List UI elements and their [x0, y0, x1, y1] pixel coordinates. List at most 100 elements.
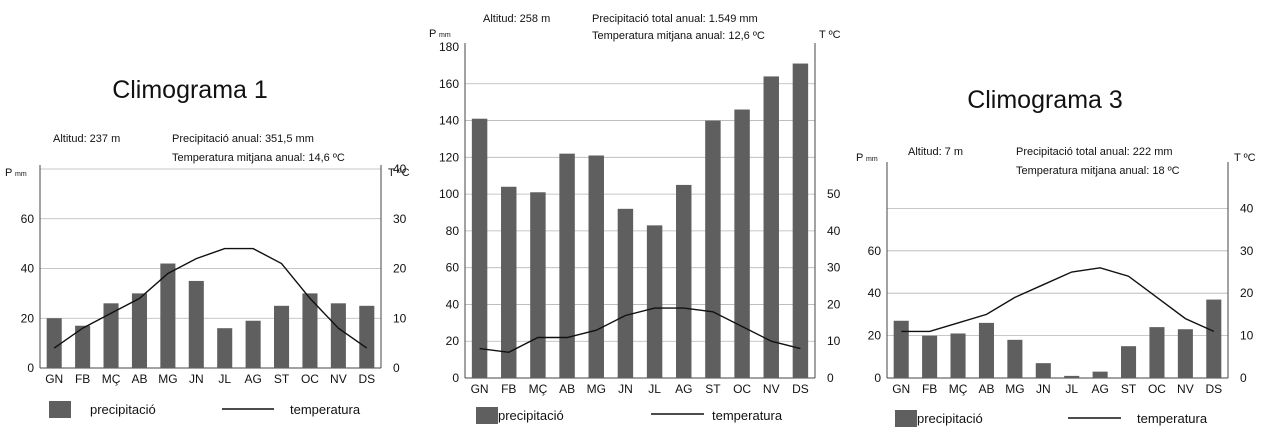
month-label: JL	[218, 372, 231, 386]
chart-title: Climograma 1	[112, 76, 268, 104]
precipitation-bar	[763, 76, 779, 378]
month-label: GN	[892, 382, 910, 396]
month-label: MG	[158, 372, 177, 386]
month-label: MÇ	[102, 372, 121, 386]
right-tick-label: 10	[827, 334, 841, 348]
altitude-label: Altitud: 7 m	[908, 146, 963, 158]
left-tick-label: 20	[21, 311, 35, 325]
legend-precipitation-label: precipitació	[90, 402, 156, 417]
month-label: MG	[587, 382, 606, 396]
month-label: OC	[733, 382, 751, 396]
month-label: DS	[1205, 382, 1222, 396]
precipitation-bar	[1092, 371, 1108, 378]
left-tick-label: 60	[446, 261, 460, 275]
climogram-1: Climograma 1 Altitud: 237 m Precipitació a…	[5, 76, 410, 418]
legend-precipitation-label: precipitació	[498, 408, 564, 423]
precipitation-bar	[893, 320, 909, 378]
precipitation-bar	[1177, 329, 1193, 378]
precipitation-bar	[792, 63, 809, 379]
month-label: GN	[45, 372, 63, 386]
chart-title: Climograma 3	[967, 86, 1123, 114]
month-label: ST	[274, 372, 290, 386]
month-label: NV	[763, 382, 780, 396]
right-tick-label: 20	[393, 262, 407, 276]
precipitation-bar	[588, 155, 604, 378]
month-label: AG	[1091, 382, 1108, 396]
left-axis-unit: mm	[439, 32, 451, 39]
month-label: DS	[358, 372, 375, 386]
month-label: FB	[501, 382, 516, 396]
precipitation-bar	[274, 305, 290, 368]
month-label: AG	[675, 382, 692, 396]
month-label: JL	[1065, 382, 1078, 396]
precipitation-bar	[1206, 299, 1222, 378]
precipitation-bar	[330, 303, 346, 368]
left-tick-label: 0	[452, 371, 459, 385]
precipitation-bar	[1121, 346, 1137, 378]
right-tick-label: 30	[1240, 244, 1254, 258]
precipitation-bar	[471, 118, 488, 378]
temperature-line	[53, 247, 368, 349]
month-label: ST	[705, 382, 721, 396]
left-tick-label: 160	[439, 77, 459, 91]
temperature-mean-label: Temperatura mitjana anual: 12,6 ºC	[592, 30, 765, 42]
left-tick-label: 60	[868, 244, 882, 258]
precipitation-bar	[705, 120, 721, 379]
precipitation-bars	[893, 299, 1222, 378]
legend-precipitation-label: precipitació	[917, 411, 983, 426]
left-tick-label: 40	[446, 297, 460, 311]
gridlines	[887, 207, 1228, 379]
right-tick-label: 0	[393, 361, 400, 375]
month-label: MG	[1005, 382, 1024, 396]
precipitation-bar	[978, 322, 994, 378]
month-label: MÇ	[949, 382, 968, 396]
precipitation-total-label: Precipitació total anual: 222 mm	[1016, 146, 1173, 158]
month-label: AB	[559, 382, 575, 396]
precipitation-bar	[245, 320, 261, 368]
right-axis-label: T ºC	[819, 29, 841, 41]
month-label: OC	[301, 372, 319, 386]
right-tick-label: 20	[1240, 286, 1254, 300]
precipitation-bars	[46, 263, 375, 368]
precipitation-bar	[530, 192, 546, 378]
precipitation-bar	[676, 184, 692, 378]
precipitation-bar	[217, 328, 233, 368]
precipitation-bar	[302, 293, 318, 368]
precipitation-total-label: Precipitació total anual: 1.549 mm	[592, 13, 758, 25]
temperature-mean-label: Temperatura mitjana anual: 14,6 ºC	[172, 152, 345, 164]
precipitation-bar	[1149, 327, 1165, 378]
precipitation-bar	[103, 303, 119, 368]
month-label: FB	[922, 382, 937, 396]
month-label: JN	[189, 372, 204, 386]
gridlines	[465, 83, 815, 379]
temperature-line	[479, 307, 801, 354]
precipitation-bar	[1007, 339, 1023, 378]
legend-temperature-label: temperatura	[290, 402, 361, 417]
precipitation-bar	[131, 293, 147, 368]
legend-temperature-label: temperatura	[712, 408, 783, 423]
precipitation-bar	[922, 335, 938, 378]
precipitation-bar	[160, 263, 176, 368]
month-label: AG	[244, 372, 261, 386]
left-tick-label: 40	[868, 286, 882, 300]
right-tick-label: 50	[827, 187, 841, 201]
precipitation-bar	[646, 225, 663, 378]
right-tick-label: 30	[393, 212, 407, 226]
left-axis-unit: mm	[15, 171, 27, 178]
precipitation-bar	[75, 325, 91, 368]
left-tick-label: 20	[446, 334, 460, 348]
left-axis-unit: mm	[866, 156, 878, 163]
left-tick-label: 40	[21, 262, 35, 276]
right-tick-label: 20	[827, 297, 841, 311]
precipitation-bar	[1035, 363, 1051, 378]
left-axis-label: P	[429, 28, 436, 40]
precipitation-bar	[188, 280, 204, 368]
month-label: NV	[330, 372, 347, 386]
right-tick-label: 10	[393, 311, 407, 325]
right-tick-label: 30	[827, 261, 841, 275]
right-tick-label: 0	[827, 371, 834, 385]
month-label: JN	[618, 382, 633, 396]
legend-temperature-label: temperatura	[1137, 411, 1208, 426]
left-tick-label: 80	[446, 224, 460, 238]
